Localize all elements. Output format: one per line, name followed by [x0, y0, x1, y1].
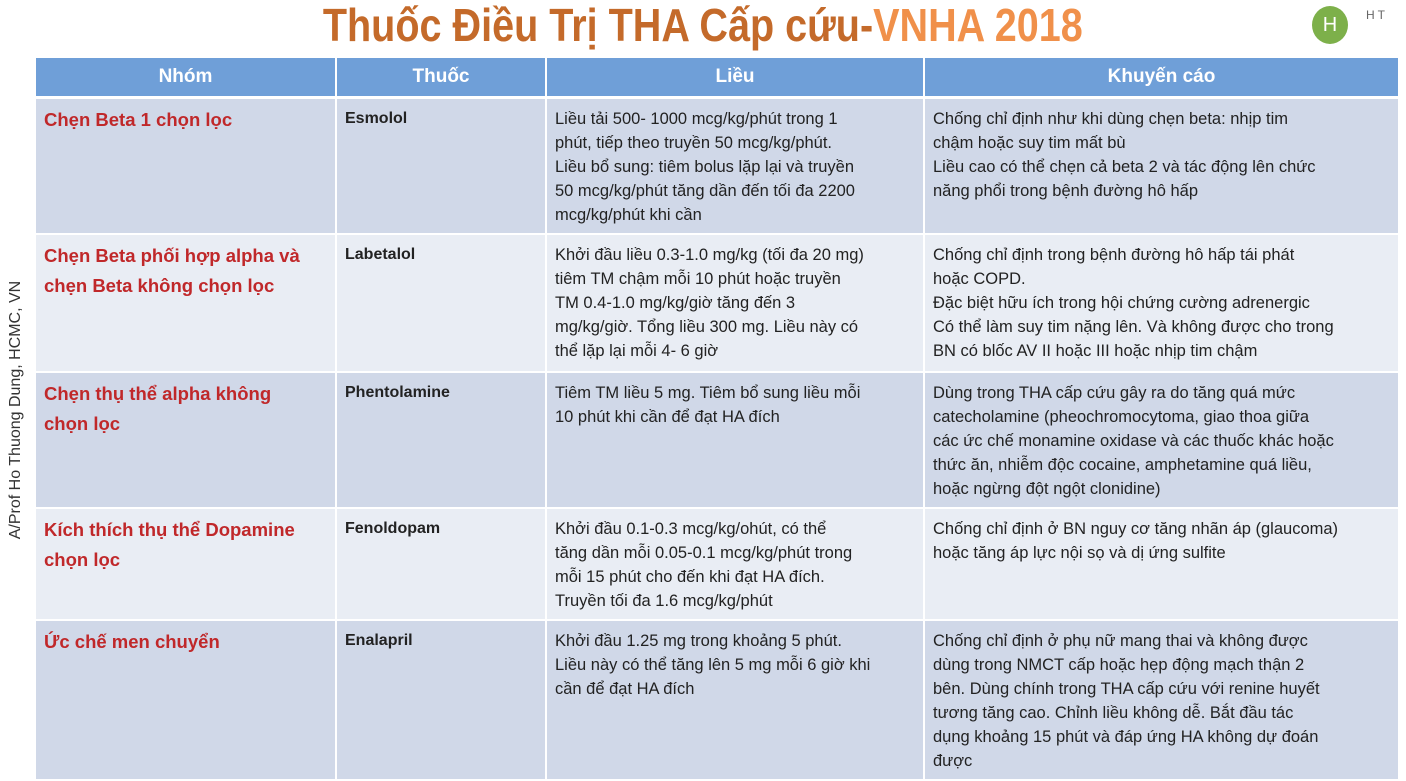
- cell-drug: Labetalol: [335, 233, 547, 373]
- cell-drug: Enalapril: [335, 619, 547, 781]
- cell-dose: Tiêm TM liều 5 mg. Tiêm bổ sung liều mỗi…: [545, 371, 925, 509]
- cell-recommendation: Chống chỉ định ở phụ nữ mang thai và khô…: [923, 619, 1400, 781]
- logo-text: HT: [1366, 8, 1388, 22]
- header-drug: Thuốc: [335, 56, 547, 99]
- slide-title: Thuốc Điều Trị THA Cấp cứu- VNHA 2018: [0, 0, 1406, 52]
- cell-recommendation: Chống chỉ định trong bệnh đường hô hấp t…: [923, 233, 1400, 373]
- cell-group: Chẹn Beta phối hợp alpha và chẹn Beta kh…: [34, 233, 337, 373]
- cell-drug: Phentolamine: [335, 371, 547, 509]
- header-group: Nhóm: [34, 56, 337, 99]
- cell-dose: Khởi đầu 1.25 mg trong khoảng 5 phút. Li…: [545, 619, 925, 781]
- header-recommendation: Khuyến cáo: [923, 56, 1400, 99]
- header-dose: Liều: [545, 56, 925, 99]
- table-row: Ức chế men chuyển Enalapril Khởi đầu 1.2…: [34, 619, 1400, 781]
- cell-drug: Fenoldopam: [335, 507, 547, 621]
- cell-dose: Khởi đầu liều 0.3-1.0 mg/kg (tối đa 20 m…: [545, 233, 925, 373]
- drug-table: Nhóm Thuốc Liều Khuyến cáo Chẹn Beta 1 c…: [34, 56, 1400, 781]
- logo-icon: H: [1312, 6, 1348, 44]
- cell-dose: Khởi đầu 0.1-0.3 mcg/kg/ohút, có thể tăn…: [545, 507, 925, 621]
- table-row: Chẹn Beta 1 chọn lọc Esmolol Liều tải 50…: [34, 96, 1400, 235]
- cell-recommendation: Chống chỉ định như khi dùng chẹn beta: n…: [923, 96, 1400, 235]
- cell-recommendation: Dùng trong THA cấp cứu gây ra do tăng qu…: [923, 371, 1400, 509]
- title-accent: VNHA 2018: [873, 0, 1083, 51]
- cell-group: Kích thích thụ thể Dopamine chọn lọc: [34, 507, 337, 621]
- table-row: Chẹn thụ thể alpha không chọn lọc Phento…: [34, 371, 1400, 509]
- cell-recommendation: Chống chỉ định ở BN nguy cơ tăng nhãn áp…: [923, 507, 1400, 621]
- title-main: Thuốc Điều Trị THA Cấp cứu-: [323, 0, 874, 51]
- cell-drug: Esmolol: [335, 96, 547, 235]
- cell-group: Chẹn Beta 1 chọn lọc: [34, 96, 337, 235]
- table-header: Nhóm Thuốc Liều Khuyến cáo: [34, 56, 1400, 99]
- table-row: Chẹn Beta phối hợp alpha và chẹn Beta kh…: [34, 233, 1400, 373]
- cell-group: Chẹn thụ thể alpha không chọn lọc: [34, 371, 337, 509]
- cell-dose: Liều tải 500- 1000 mcg/kg/phút trong 1 p…: [545, 96, 925, 235]
- table-row: Kích thích thụ thể Dopamine chọn lọc Fen…: [34, 507, 1400, 621]
- author-credit: A/Prof Ho Thuong Dung, HCMC, VN: [7, 280, 24, 540]
- cell-group: Ức chế men chuyển: [34, 619, 337, 781]
